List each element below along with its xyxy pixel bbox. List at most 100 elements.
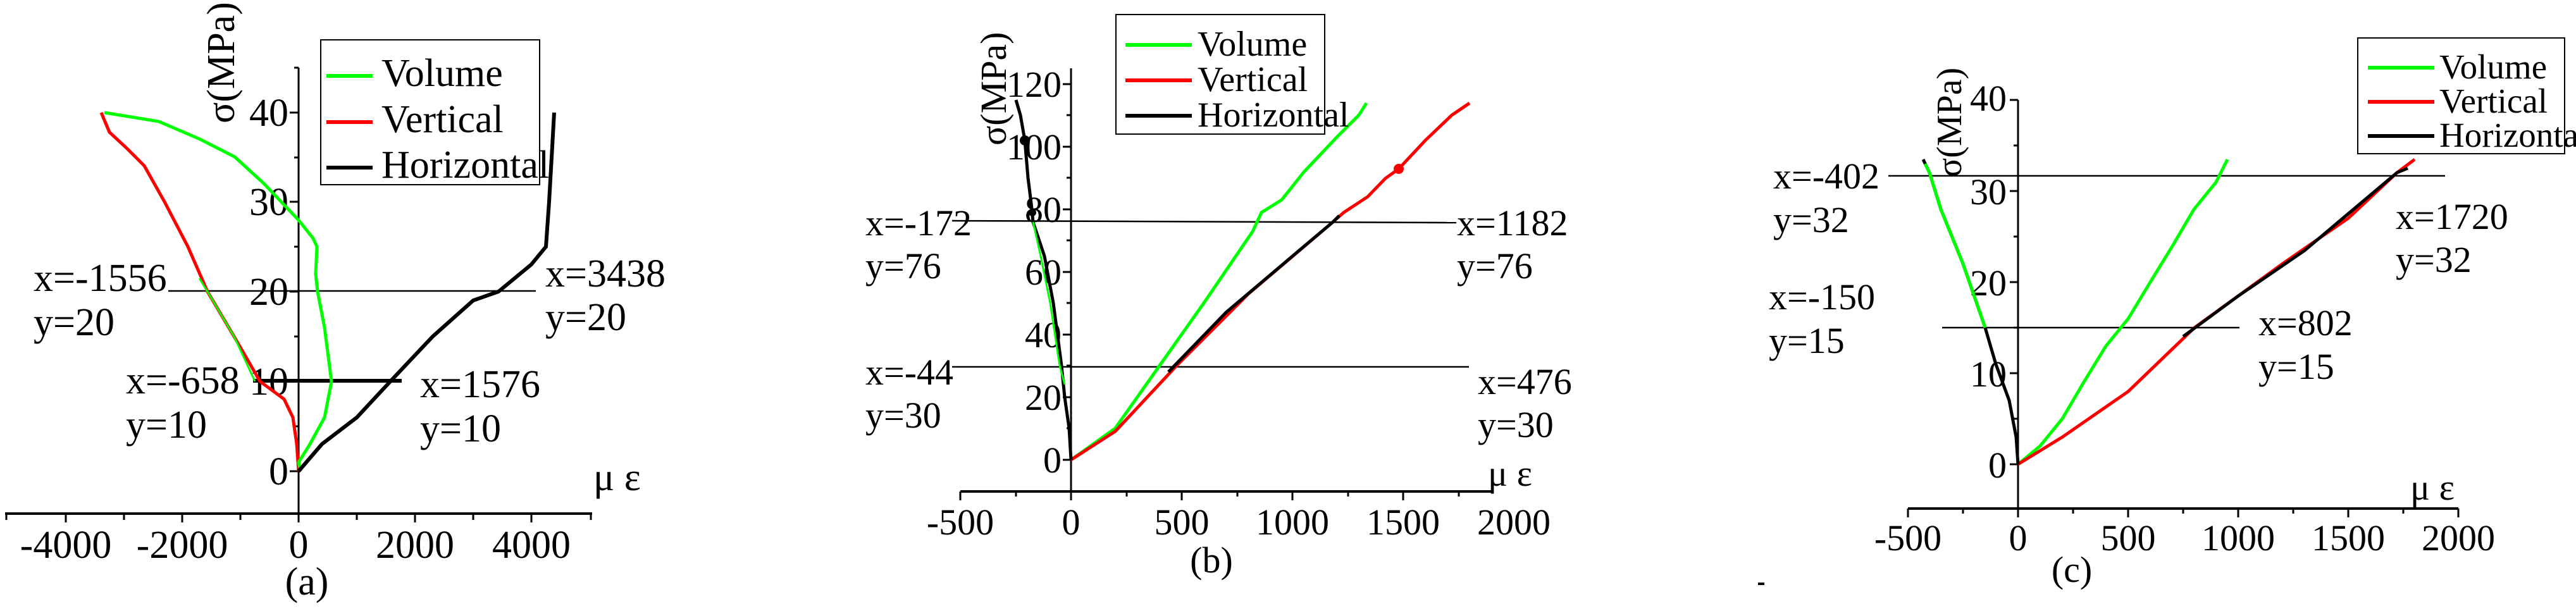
x-tick-label: 1500 bbox=[1366, 502, 1440, 543]
vertical-curve bbox=[1070, 101, 1471, 462]
panel-caption: (a) bbox=[285, 560, 329, 603]
x-tick-label: -2000 bbox=[137, 524, 228, 567]
annotation-x-right-10: x=1576 bbox=[420, 363, 540, 406]
y-tick-label: 40 bbox=[249, 92, 288, 135]
legend-label-volume: Volume bbox=[381, 52, 503, 95]
x-tick-labels: -500 0 500 1000 1500 2000 bbox=[1874, 517, 2495, 559]
annotation-y-right-15: y=15 bbox=[2258, 346, 2334, 387]
y-tick-label: 0 bbox=[1043, 440, 1062, 481]
y-tick-label: 120 bbox=[1006, 64, 1062, 105]
y-tick-label: 0 bbox=[269, 450, 288, 493]
annotation-x-left-32: x=-402 bbox=[1773, 156, 1879, 197]
x-tick-label: -500 bbox=[927, 502, 994, 543]
annotation-line-y76 bbox=[951, 219, 1457, 224]
legend: Volume Vertical Horizontal bbox=[1115, 14, 1349, 135]
x-tick-label: 1000 bbox=[2201, 517, 2275, 559]
volume-curve bbox=[104, 111, 333, 472]
annotation-y-left-30: y=30 bbox=[865, 395, 941, 436]
volume-curve bbox=[1070, 102, 1368, 462]
legend: Volume Vertical Horizontal bbox=[320, 39, 549, 187]
y-axis-label: σ(MPa) bbox=[973, 32, 1014, 145]
annotation-y-right-32: y=32 bbox=[2396, 239, 2472, 280]
annotation-y-left-10: y=10 bbox=[126, 404, 207, 447]
volume-curve bbox=[2017, 158, 2229, 466]
horizontal-curve-right bbox=[2182, 166, 2408, 338]
x-tick-label: 1500 bbox=[2312, 517, 2385, 559]
legend-label-vertical: Vertical bbox=[1198, 60, 1308, 99]
annotation-y-right-10: y=10 bbox=[420, 407, 501, 450]
legend-label-horizontal: Horizontal bbox=[1198, 96, 1349, 135]
annotation-y-right-20: y=20 bbox=[545, 296, 626, 339]
y-tick-labels: 0 10 20 30 40 bbox=[249, 92, 288, 493]
vertical-marker bbox=[1394, 164, 1404, 174]
horizontal-curve-right bbox=[1167, 214, 1341, 373]
x-tick-label: -500 bbox=[1874, 517, 1941, 559]
annotation-x-left-15: x=-150 bbox=[1769, 276, 1875, 318]
y-tick-label: 20 bbox=[1025, 377, 1062, 418]
annotation-x-right-15: x=802 bbox=[2258, 302, 2353, 343]
annotation-x-right-32: x=1720 bbox=[2396, 196, 2508, 237]
annotation-x-right-20: x=3438 bbox=[545, 252, 666, 295]
x-tick-label: 0 bbox=[2009, 517, 2028, 559]
panel-caption: (b) bbox=[1190, 540, 1233, 581]
annotation-x-right-76: x=1182 bbox=[1457, 202, 1568, 244]
x-ticks bbox=[1907, 509, 2460, 517]
x-axis-label: μ ε bbox=[2410, 467, 2455, 508]
x-tick-labels: -4000 -2000 0 2000 4000 bbox=[20, 524, 571, 567]
annotation-y-left-15: y=15 bbox=[1769, 320, 1845, 361]
volume-curve-left-overlay bbox=[1032, 221, 1066, 385]
y-axis-label: σ(MPa) bbox=[1930, 68, 1969, 177]
annotation-y-left-32: y=32 bbox=[1773, 199, 1849, 240]
x-tick-label: -4000 bbox=[20, 524, 112, 567]
volume-curve-left-overlay bbox=[1923, 163, 1987, 328]
y-tick-labels: 0 20 40 60 80 100 120 bbox=[1006, 64, 1062, 481]
annotations: x=-402 y=32 x=1720 y=32 x=-150 y=15 x=80… bbox=[1769, 156, 2508, 387]
y-tick-label: 30 bbox=[1970, 171, 2007, 213]
x-tick-label: 2000 bbox=[1477, 502, 1551, 543]
annotations: x=-1556 y=20 x=3438 y=20 x=-658 y=10 x=1… bbox=[34, 252, 666, 450]
horizontal-marker bbox=[1029, 209, 1036, 216]
annotation-y-left-20: y=20 bbox=[34, 301, 115, 344]
x-tick-label: 500 bbox=[1155, 502, 1210, 543]
annotation-x-left-10: x=-658 bbox=[126, 359, 240, 402]
x-axis-label: μ ε bbox=[593, 456, 641, 499]
legend-label-vertical: Vertical bbox=[381, 98, 504, 141]
annotation-x-left-20: x=-1556 bbox=[34, 257, 167, 300]
horizontal-marker bbox=[1020, 135, 1030, 145]
annotation-y-right-30: y=30 bbox=[1478, 404, 1554, 445]
volume-curve-overlay bbox=[198, 278, 256, 382]
panel-c: 0 10 20 30 40 -500 0 500 1000 1500 2000 … bbox=[1758, 37, 2576, 590]
x-tick-label: 2000 bbox=[2422, 517, 2495, 559]
legend-label-horizontal: Horizontal bbox=[381, 144, 549, 187]
horizontal-curve bbox=[297, 112, 556, 472]
x-ticks bbox=[5, 514, 592, 522]
panel-a: 0 10 20 30 40 -4000 -2000 0 2000 4000 μ … bbox=[5, 2, 666, 603]
annotations: x=-172 y=76 x=1182 y=76 x=-44 y=30 x=476… bbox=[865, 202, 1572, 445]
x-tick-label: 1000 bbox=[1256, 502, 1329, 543]
legend: Volume Vertical Horizontal bbox=[2357, 37, 2576, 154]
annotation-x-left-30: x=-44 bbox=[865, 352, 953, 393]
annotation-y-left-76: y=76 bbox=[865, 245, 941, 287]
x-axis-label: μ ε bbox=[1488, 453, 1532, 494]
x-tick-label: 2000 bbox=[376, 524, 454, 567]
x-ticks bbox=[959, 491, 1460, 500]
x-tick-label: 0 bbox=[289, 524, 309, 567]
panel-b: 0 20 40 60 80 100 120 -500 0 500 1000 15… bbox=[865, 14, 1572, 581]
y-tick-labels: 0 10 20 30 40 bbox=[1970, 78, 2007, 486]
annotation-x-left-76: x=-172 bbox=[865, 202, 972, 244]
y-tick-label: 0 bbox=[1988, 445, 2007, 486]
x-tick-label: 0 bbox=[1062, 502, 1081, 543]
legend-label-vertical: Vertical bbox=[2439, 82, 2548, 120]
y-tick-label: 20 bbox=[249, 271, 288, 314]
x-tick-labels: -500 0 500 1000 1500 2000 bbox=[927, 502, 1551, 543]
legend-label-horizontal: Horizontal bbox=[2439, 116, 2576, 154]
y-tick-label: 40 bbox=[1970, 78, 2007, 119]
legend-label-volume: Volume bbox=[1198, 25, 1307, 64]
x-tick-label: 4000 bbox=[492, 524, 571, 567]
stray-mark bbox=[1758, 583, 1764, 585]
x-tick-label: 500 bbox=[2101, 517, 2156, 559]
annotation-x-right-30: x=476 bbox=[1478, 361, 1572, 402]
y-axis-label: σ(MPa) bbox=[200, 2, 243, 123]
